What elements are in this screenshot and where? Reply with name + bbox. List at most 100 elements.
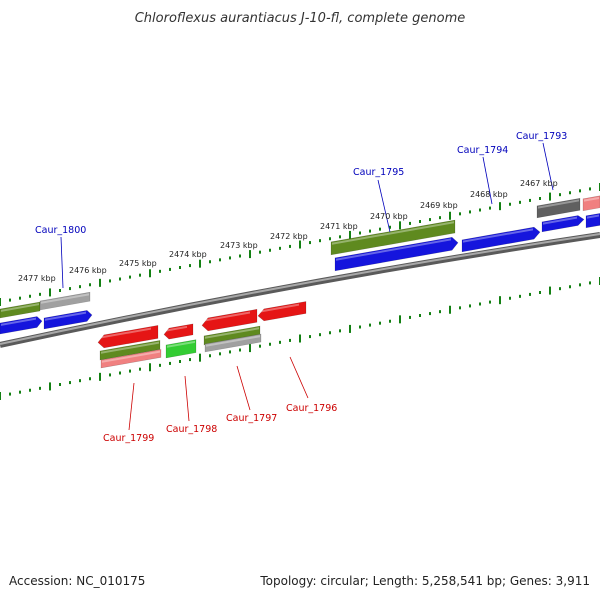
inner-ring-minor-tick [479, 302, 481, 306]
gene-caur-1798-green[interactable] [165, 339, 197, 359]
gene-features [0, 195, 600, 369]
gene-caur-1797[interactable] [201, 308, 258, 332]
outer-ring-minor-tick [89, 283, 91, 287]
gene-label-caur-1795[interactable]: Caur_1795 [353, 167, 404, 178]
inner-ring-minor-tick [329, 331, 331, 335]
inner-ring-major-tick [399, 315, 401, 324]
gene-caur-1795-highlight [336, 238, 451, 261]
outer-ring-major-tick [149, 269, 151, 278]
outer-ring-minor-tick [119, 277, 121, 281]
gene-feature-c-highlight [41, 293, 89, 304]
inner-ring-minor-tick [139, 367, 141, 371]
gene-caur-1793[interactable] [541, 214, 585, 233]
gene-feature-b[interactable] [0, 301, 41, 319]
inner-ring-major-tick [0, 392, 1, 400]
outer-ring-minor-tick [459, 212, 461, 216]
gene-feature-d[interactable] [536, 197, 581, 219]
outer-ring-major-tick [99, 278, 101, 287]
outer-ring-major-tick [399, 221, 401, 230]
inner-ring-minor-tick [309, 335, 311, 339]
gene-caur-1797-highlight [203, 311, 250, 322]
outer-ring-minor-tick [429, 218, 431, 222]
outer-ring-major-tick [499, 202, 501, 211]
outer-ring-minor-tick [529, 198, 531, 202]
gene-caur-1795-region[interactable] [330, 219, 456, 256]
inner-ring-minor-tick [29, 388, 31, 392]
outer-ring-minor-tick [139, 273, 141, 277]
inner-ring-minor-tick [169, 361, 171, 365]
outer-ring-minor-tick [589, 187, 591, 191]
outer-ring-minor-tick [579, 189, 581, 193]
inner-ring-minor-tick [489, 300, 491, 304]
gene-caur-1794[interactable] [461, 226, 541, 253]
outer-ring-minor-tick [569, 191, 571, 195]
gene-feature-d-highlight [538, 199, 579, 209]
leader-caur-1793 [542, 142, 554, 191]
leader-caur-1799 [128, 382, 135, 431]
outer-ring-minor-tick [339, 235, 341, 239]
gene-caur-1795-region-highlight [332, 221, 454, 245]
gene-label-caur-1800[interactable]: Caur_1800 [35, 225, 86, 236]
outer-ring-minor-tick [439, 216, 441, 220]
inner-ring-minor-tick [189, 358, 191, 362]
outer-ring-minor-tick [289, 244, 291, 248]
gene-caur-1799-pink[interactable] [100, 349, 162, 369]
inner-ring-minor-tick [279, 340, 281, 344]
outer-ring-minor-tick [209, 260, 211, 264]
tick-label-2473: 2473 kbp [220, 241, 258, 250]
gene-caur-1797-gray-highlight [206, 335, 260, 347]
gene-feature-e-highlight [584, 196, 599, 202]
backbone [0, 232, 600, 348]
accession-text: Accession: NC_010175 [9, 574, 146, 588]
gene-feature-e[interactable] [582, 195, 600, 212]
gene-feature-a[interactable] [0, 316, 43, 335]
inner-ring-major-tick [99, 372, 101, 381]
gene-caur-1796[interactable] [257, 301, 307, 322]
outer-ring-minor-tick [359, 231, 361, 235]
outer-ring-minor-tick [229, 256, 231, 260]
gene-label-caur-1799[interactable]: Caur_1799 [103, 433, 154, 444]
gene-label-caur-1798[interactable]: Caur_1798 [166, 424, 217, 435]
gene-caur-1800[interactable] [43, 310, 93, 330]
outer-ring-minor-tick [539, 197, 541, 200]
gene-caur-1799-region[interactable] [99, 340, 161, 361]
inner-ring-minor-tick [579, 283, 581, 287]
gene-label-caur-1793[interactable]: Caur_1793 [516, 131, 567, 142]
inner-ring-minor-tick [259, 344, 261, 348]
inner-ring-major-tick [49, 382, 51, 391]
inner-ring-minor-tick [109, 373, 111, 377]
outer-ring-minor-tick [39, 292, 41, 296]
gene-caur-1800-highlight [45, 311, 86, 321]
inner-ring-minor-tick [369, 323, 371, 327]
inner-ring-minor-tick [429, 312, 431, 316]
inner-ring-minor-tick [359, 325, 361, 329]
outer-ring-minor-tick [479, 208, 481, 212]
gene-feature-f[interactable] [585, 213, 600, 229]
outer-ring-major-tick [349, 230, 351, 239]
outer-ring-minor-tick [259, 250, 261, 254]
outer-ring-minor-tick [519, 200, 521, 204]
inner-ring-minor-tick [559, 287, 561, 291]
inner-ring-minor-tick [289, 338, 291, 342]
gene-label-caur-1797[interactable]: Caur_1797 [226, 413, 277, 424]
outer-ring-minor-tick [489, 206, 491, 210]
outer-ring-minor-tick [239, 254, 241, 258]
inner-ring-minor-tick [409, 315, 411, 319]
inner-ring-major-tick [499, 296, 501, 305]
gene-label-caur-1794[interactable]: Caur_1794 [457, 145, 508, 156]
tick-labels: 2477 kbp 2476 kbp 2475 kbp 2474 kbp 2473… [18, 179, 558, 283]
outer-tick-ring [0, 183, 600, 306]
gene-feature-f-highlight [587, 214, 599, 219]
gene-caur-1797-gray[interactable] [204, 333, 262, 353]
inner-ring-major-tick [449, 305, 451, 314]
outer-ring-minor-tick [409, 221, 411, 225]
gene-caur-1799[interactable] [97, 325, 159, 349]
gene-feature-c[interactable] [39, 291, 91, 311]
inner-ring-major-tick [199, 353, 201, 362]
gene-caur-1793-highlight [543, 216, 577, 225]
gene-caur-1798[interactable] [163, 323, 194, 340]
inner-ring-minor-tick [269, 342, 271, 346]
outer-ring-minor-tick [309, 241, 311, 245]
gene-label-caur-1796[interactable]: Caur_1796 [286, 403, 337, 414]
gene-caur-1795[interactable] [334, 236, 459, 272]
